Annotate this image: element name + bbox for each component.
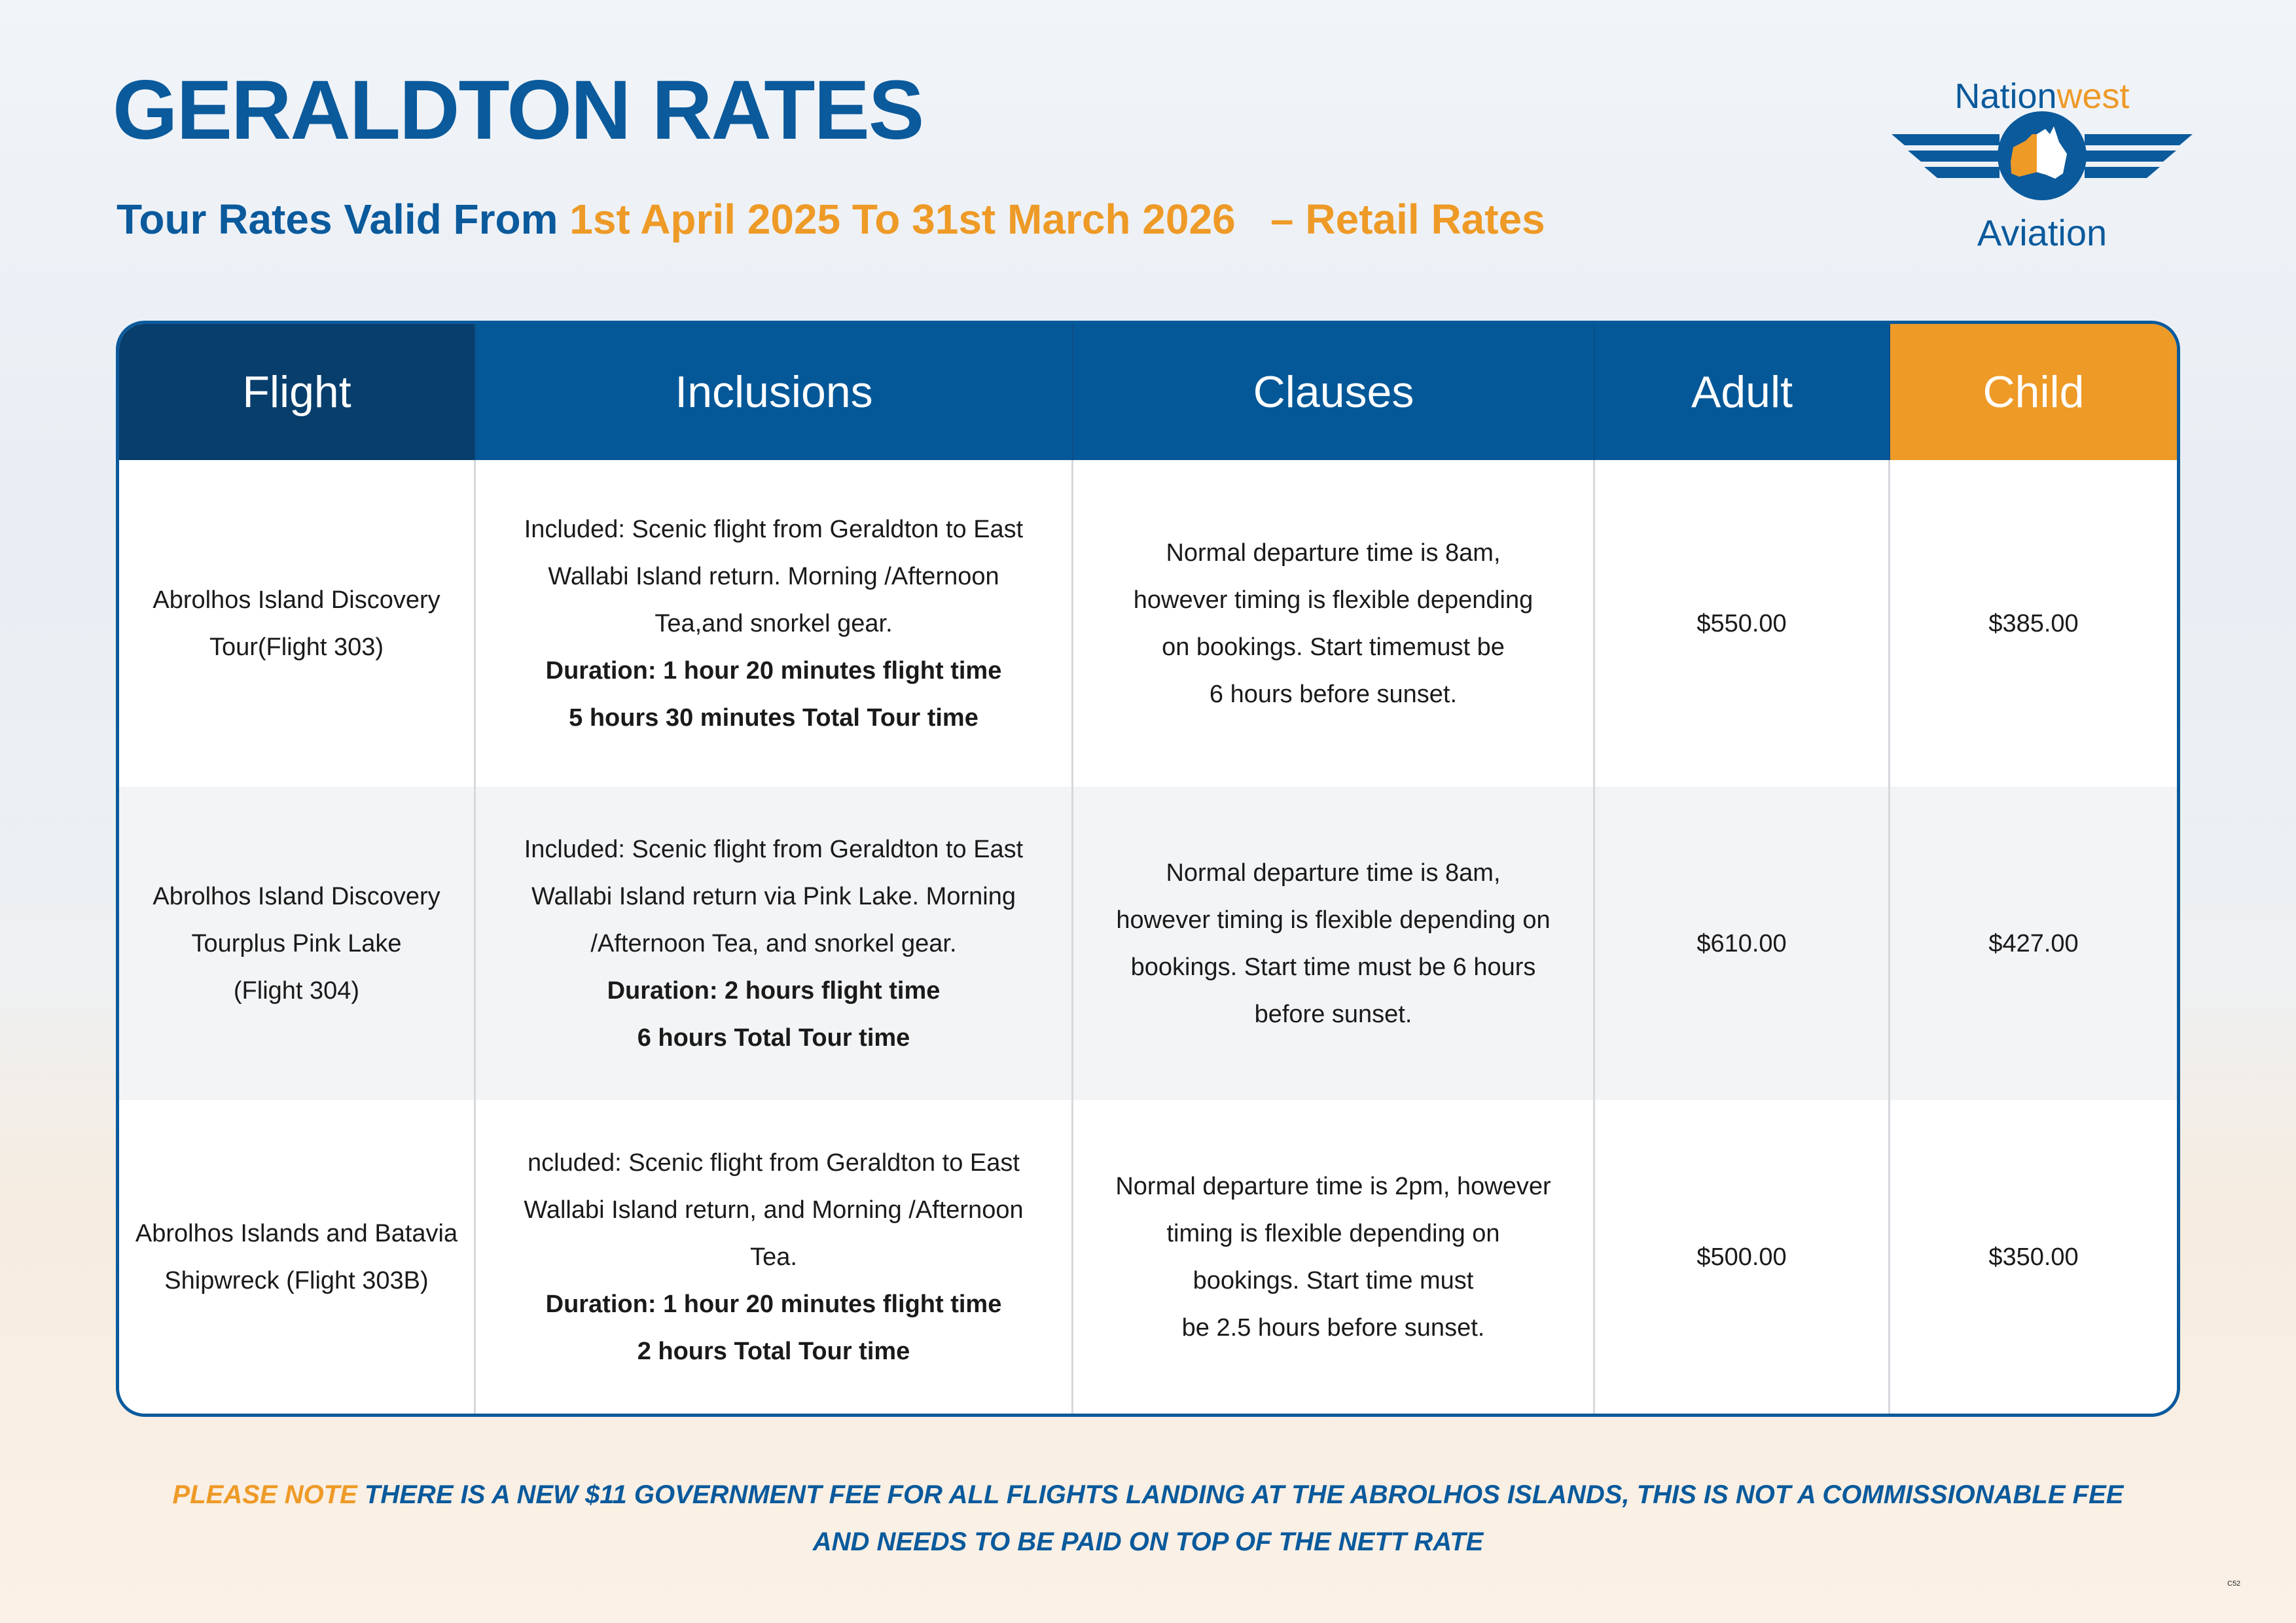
text-line: bookings. Start time must be 6 hours bbox=[1130, 953, 1536, 981]
fee-note-line2: AND NEEDS TO BE PAID ON TOP OF THE NETT … bbox=[812, 1527, 1484, 1556]
text-line: (Flight 304) bbox=[233, 976, 360, 1005]
text-line: ncluded: Scenic flight from Geraldton to… bbox=[528, 1149, 1020, 1177]
cell-inclusions: Included: Scenic flight from Geraldton t… bbox=[476, 787, 1073, 1100]
logo-text-nation: Nationwest bbox=[1954, 77, 2129, 116]
cell-child-price: $385.00 bbox=[1988, 609, 2079, 637]
header-flight: Flight bbox=[119, 324, 476, 460]
text-line: Tea. bbox=[750, 1243, 797, 1271]
text-line: Included: Scenic flight from Geraldton t… bbox=[524, 515, 1024, 543]
header-clauses: Clauses bbox=[1073, 324, 1595, 460]
page-title: GERALDTON RATES bbox=[113, 63, 924, 157]
text-line: Tourplus Pink Lake bbox=[191, 929, 402, 957]
subtitle-suffix: – Retail Rates bbox=[1235, 196, 1545, 243]
duration-line: 2 hours Total Tour time bbox=[637, 1337, 910, 1365]
cell-flight: Abrolhos Islands and Batavia Shipwreck (F… bbox=[119, 1100, 476, 1414]
cell-clauses: Normal departure time is 8am, however tim… bbox=[1073, 460, 1595, 787]
logo-text-aviation: Aviation bbox=[1977, 212, 2107, 253]
cell-child-price: $350.00 bbox=[1988, 1243, 2079, 1271]
text-line: Included: Scenic flight from Geraldton t… bbox=[524, 835, 1024, 863]
cell-clauses: Normal departure time is 8am, however tim… bbox=[1073, 787, 1595, 1100]
text-line: Wallabi Island return via Pink Lake. Mor… bbox=[531, 882, 1016, 910]
header-adult: Adult bbox=[1595, 324, 1890, 460]
fee-note-line1: PLEASE NOTE THERE IS A NEW $11 GOVERNMEN… bbox=[0, 1480, 2296, 1510]
duration-line: Duration: 2 hours flight time bbox=[607, 976, 941, 1005]
text-line: Abrolhos Island Discovery bbox=[152, 882, 440, 910]
cell-clauses: Normal departure time is 2pm, however tim… bbox=[1073, 1100, 1595, 1414]
australia-map-icon bbox=[2011, 134, 2037, 177]
text-line: on bookings. Start timemust be bbox=[1162, 633, 1505, 661]
text-line: before sunset. bbox=[1254, 1000, 1412, 1028]
text-line: Shipwreck (Flight 303B) bbox=[164, 1266, 429, 1294]
page-code: C52 bbox=[2227, 1580, 2241, 1588]
duration-line: 5 hours 30 minutes Total Tour time bbox=[569, 704, 978, 732]
text-line: Abrolhos Island Discovery bbox=[152, 586, 440, 614]
text-line: /Afternoon Tea, and snorkel gear. bbox=[590, 929, 957, 957]
cell-inclusions: Included: Scenic flight from Geraldton t… bbox=[476, 460, 1073, 787]
cell-inclusions: ncluded: Scenic flight from Geraldton to… bbox=[476, 1100, 1073, 1414]
header-inclusions: Inclusions bbox=[476, 324, 1073, 460]
subtitle: Tour Rates Valid From 1st April 2025 To … bbox=[117, 195, 1545, 243]
note-text: THERE IS A NEW $11 GOVERNMENT FEE FOR AL… bbox=[357, 1480, 2124, 1509]
text-line: Abrolhos Islands and Batavia bbox=[135, 1219, 458, 1247]
text-line: be 2.5 hours before sunset. bbox=[1181, 1313, 1485, 1342]
duration-line: Duration: 1 hour 20 minutes flight time bbox=[545, 1290, 1002, 1318]
text-line: however timing is flexible depending on bbox=[1116, 906, 1551, 934]
duration-line: Duration: 1 hour 20 minutes flight time bbox=[545, 656, 1002, 685]
cell-adult-price: $610.00 bbox=[1595, 787, 1890, 1100]
cell-child-price: $427.00 bbox=[1890, 787, 2177, 1100]
text-line: Normal departure time is 2pm, however bbox=[1115, 1172, 1551, 1200]
text-line: Wallabi Island return, and Morning /Afte… bbox=[524, 1196, 1024, 1224]
cell-flight: Abrolhos Island Discovery Tour(Flight 303… bbox=[119, 460, 476, 787]
duration-line: 6 hours Total Tour time bbox=[637, 1024, 910, 1052]
subtitle-dates: 1st April 2025 To 31st March 2026 bbox=[569, 196, 1236, 243]
text-line: Normal departure time is 8am, bbox=[1166, 539, 1501, 567]
text-line: bookings. Start time must bbox=[1193, 1266, 1474, 1294]
subtitle-prefix: Tour Rates Valid From bbox=[117, 196, 570, 243]
text-line: timing is flexible depending on bbox=[1166, 1219, 1500, 1247]
text-line: 6 hours before sunset. bbox=[1209, 680, 1458, 708]
rates-table: Flight Inclusions Clauses Adult Child Ab… bbox=[116, 321, 2180, 1417]
cell-flight: Abrolhos Island Discovery Tourplus Pink L… bbox=[119, 787, 476, 1100]
cell-adult-price: $550.00 bbox=[1595, 460, 1890, 787]
header-child: Child bbox=[1890, 324, 2177, 460]
text-line: Tour(Flight 303) bbox=[209, 633, 384, 661]
nationwest-logo: Nationwest Aviation bbox=[1892, 77, 2193, 253]
text-line: Normal departure time is 8am, bbox=[1166, 859, 1501, 887]
cell-adult-price: $500.00 bbox=[1595, 1100, 1890, 1414]
note-label: PLEASE NOTE bbox=[172, 1480, 357, 1509]
text-line: however timing is flexible depending bbox=[1133, 586, 1534, 614]
text-line: Wallabi Island return. Morning /Afternoo… bbox=[548, 562, 999, 590]
text-line: Tea,and snorkel gear. bbox=[655, 609, 893, 637]
